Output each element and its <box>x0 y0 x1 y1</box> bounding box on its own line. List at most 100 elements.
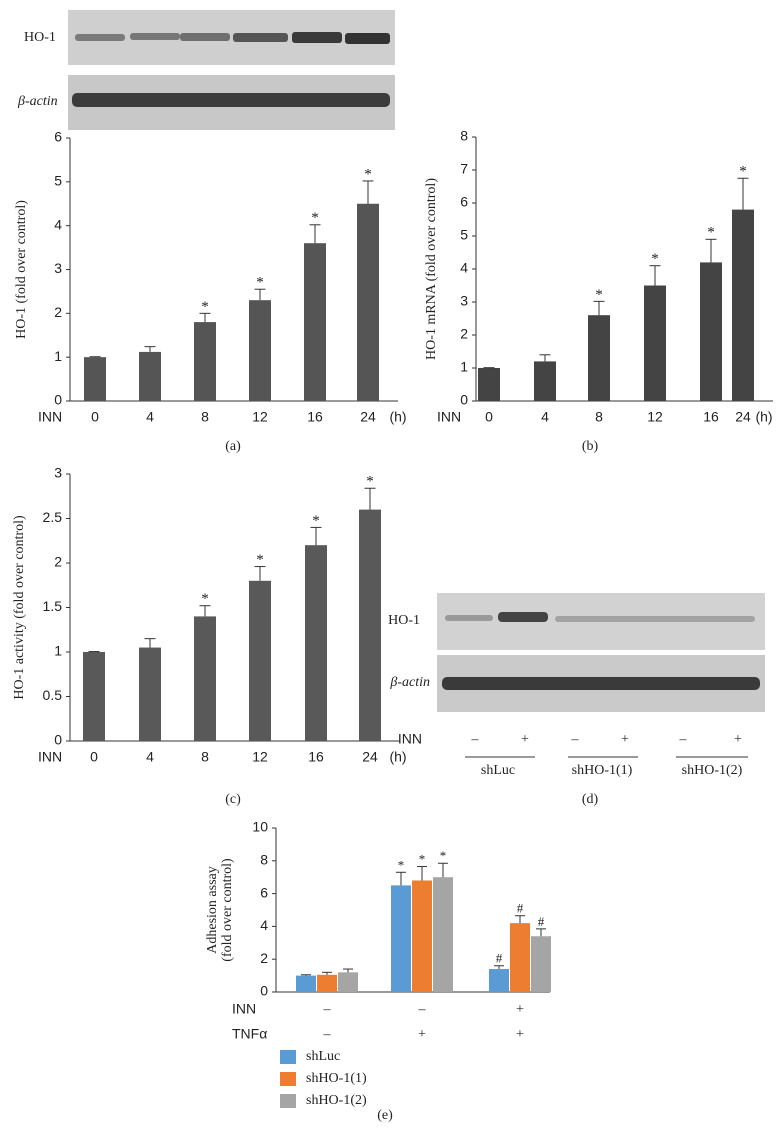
band <box>345 33 390 44</box>
x-tick-label: 8 <box>201 409 209 425</box>
y-tick-label: 6 <box>460 194 468 210</box>
x-tick-label: 4 <box>146 749 154 765</box>
y-tick-label: 0 <box>260 983 268 999</box>
band <box>75 34 125 41</box>
marker: * <box>256 552 264 568</box>
x-tick-label: 16 <box>703 409 719 425</box>
marker: * <box>419 852 426 867</box>
sign: + <box>621 732 629 747</box>
y-tick-label: 3 <box>54 465 62 481</box>
bar <box>510 923 530 992</box>
marker: * <box>651 251 659 267</box>
sign: + <box>521 732 529 747</box>
y-tick-label: 6 <box>54 129 62 145</box>
x-unit: (h) <box>389 749 406 765</box>
y-tick-label: 0 <box>460 392 468 408</box>
sign: – <box>323 1027 332 1042</box>
blot-label: HO-1 <box>24 30 56 45</box>
x-tick-label: 12 <box>647 409 663 425</box>
x-tick-label: 4 <box>541 409 549 425</box>
bar <box>139 351 161 401</box>
group-label: shHO-1(2) <box>682 763 743 778</box>
bar <box>478 368 500 401</box>
y-tick-label: 3 <box>460 293 468 309</box>
x-tick-label: 24 <box>360 409 376 425</box>
x-tick-label: 0 <box>485 409 493 425</box>
sign: + <box>516 1002 524 1017</box>
band <box>72 93 390 107</box>
legend-label: shHO-1(2) <box>306 1093 367 1108</box>
group-label: shLuc <box>481 763 515 778</box>
marker: # <box>517 901 524 916</box>
x-tick-label: 16 <box>308 749 324 765</box>
y-tick-label: 1 <box>54 643 62 659</box>
y-tick-label: 2 <box>460 326 468 342</box>
bar <box>338 972 358 992</box>
row-label: INN <box>38 749 62 765</box>
x-unit: (h) <box>389 409 406 425</box>
bar <box>194 322 216 401</box>
y-tick-label: 2.5 <box>43 509 63 525</box>
bar <box>588 315 610 401</box>
x-tick-label: 4 <box>146 409 154 425</box>
x-unit: (h) <box>755 409 772 425</box>
legend-swatch <box>280 1050 296 1064</box>
y-tick-label: 10 <box>252 819 268 835</box>
x-tick-label: 24 <box>362 749 378 765</box>
bar <box>83 652 105 741</box>
sign: + <box>734 732 742 747</box>
caption: (b) <box>582 439 599 454</box>
group-label: shHO-1(1) <box>572 763 633 778</box>
sign: – <box>323 1002 332 1017</box>
bar <box>391 885 411 992</box>
row-label: INN <box>398 731 422 747</box>
y-tick-label: 8 <box>260 852 268 868</box>
y-axis-label: HO-1 (fold over control) <box>14 200 29 339</box>
y-tick-label: 0.5 <box>43 687 63 703</box>
y-tick-label: 1 <box>54 348 62 364</box>
legend-label: shLuc <box>306 1049 340 1064</box>
caption: (c) <box>225 792 241 807</box>
y-axis-label: HO-1 activity (fold over control) <box>12 515 27 700</box>
y-tick-label: 0 <box>54 392 62 408</box>
row-label: INN <box>38 409 62 425</box>
band <box>130 33 180 40</box>
bar <box>489 969 509 992</box>
x-tick-label: 16 <box>307 409 323 425</box>
legend-label: shHO-1(1) <box>306 1071 367 1086</box>
sign: – <box>679 732 688 747</box>
sign: + <box>418 1027 426 1042</box>
y-tick-label: 2 <box>54 554 62 570</box>
y-tick-label: 1 <box>460 359 468 375</box>
bar <box>304 243 326 401</box>
bar <box>305 545 327 741</box>
bar <box>359 509 381 741</box>
x-tick-label: 24 <box>735 409 751 425</box>
caption: (d) <box>582 792 599 807</box>
y-tick-label: 6 <box>260 884 268 900</box>
legend-swatch <box>280 1094 296 1108</box>
caption: (e) <box>377 1108 393 1123</box>
bar <box>317 974 337 992</box>
band <box>180 33 230 41</box>
y-tick-label: 5 <box>54 173 62 189</box>
row-label: INN <box>437 409 461 425</box>
x-tick-label: 0 <box>90 749 98 765</box>
y-tick-label: 2 <box>260 950 268 966</box>
row-label: TNFα <box>232 1026 267 1042</box>
bar <box>531 936 551 992</box>
band <box>233 33 288 42</box>
blot-label: HO-1 <box>388 613 420 628</box>
bar <box>249 300 271 401</box>
bar <box>139 647 161 741</box>
band <box>292 32 342 43</box>
x-tick-label: 12 <box>252 409 268 425</box>
x-tick-label: 8 <box>595 409 603 425</box>
bar <box>732 209 754 401</box>
bar <box>84 357 106 401</box>
blot-top: HO-1 β-actin <box>17 10 395 130</box>
marker: * <box>256 275 264 291</box>
y-tick-label: 0 <box>54 732 62 748</box>
marker: * <box>595 287 603 303</box>
marker: * <box>707 225 715 241</box>
